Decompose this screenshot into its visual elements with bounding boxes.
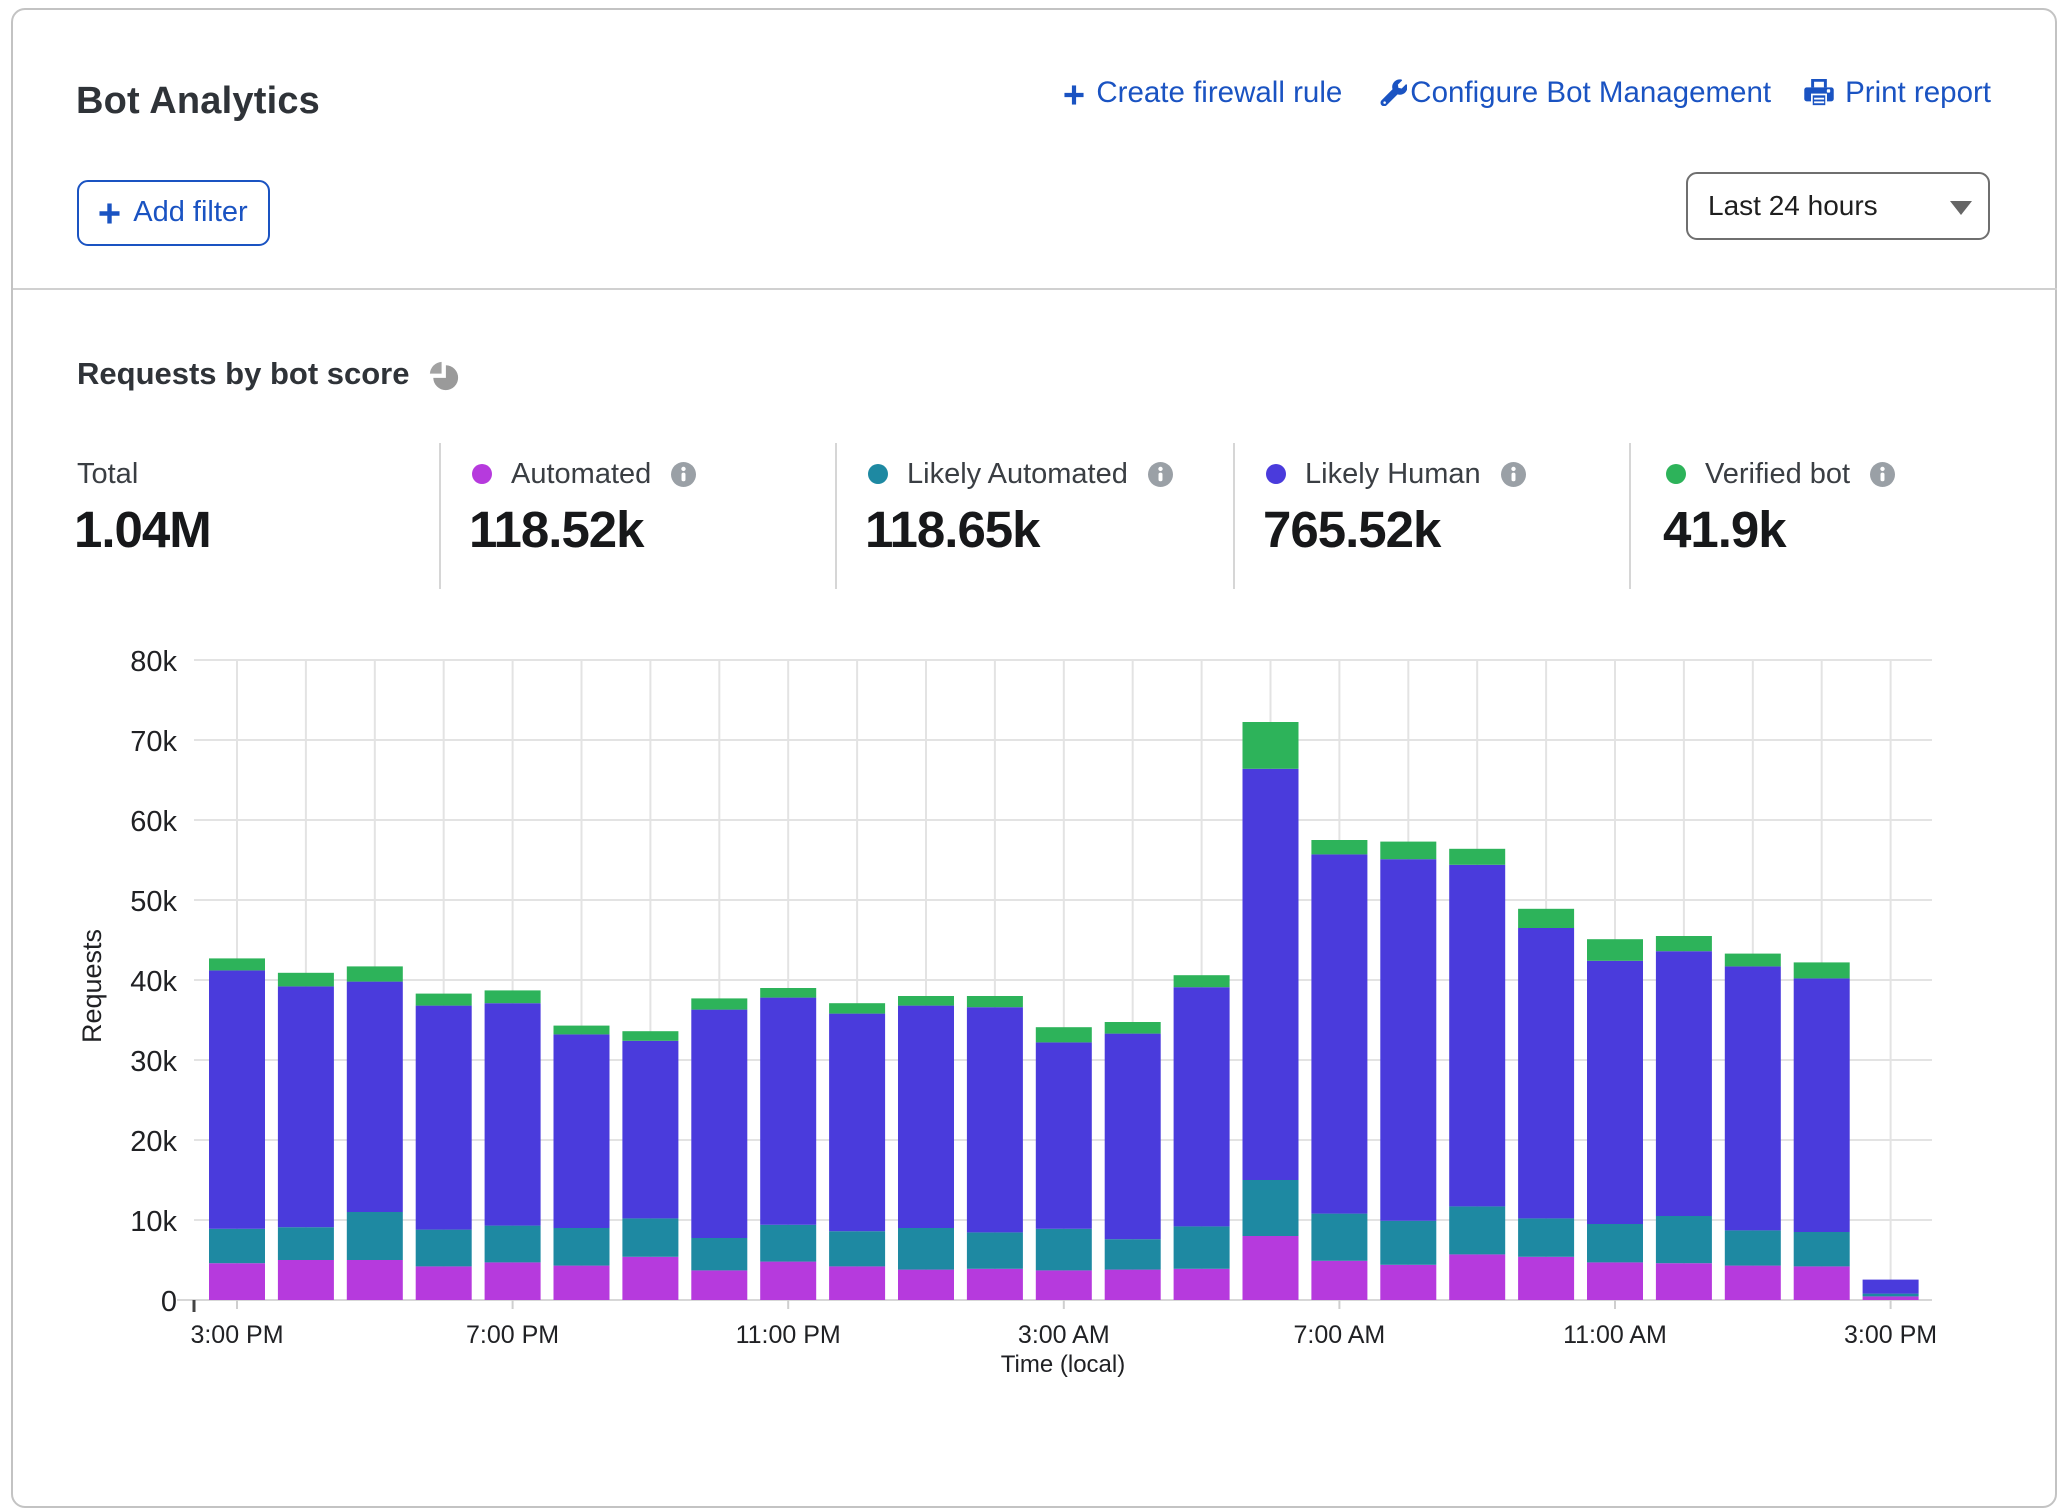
- svg-text:3:00 PM: 3:00 PM: [190, 1321, 283, 1349]
- svg-text:3:00 PM: 3:00 PM: [1844, 1321, 1937, 1349]
- svg-text:7:00 AM: 7:00 AM: [1294, 1321, 1386, 1349]
- svg-text:7:00 PM: 7:00 PM: [466, 1321, 559, 1349]
- svg-text:40k: 40k: [130, 966, 177, 998]
- svg-text:10k: 10k: [130, 1206, 177, 1238]
- svg-text:20k: 20k: [130, 1126, 177, 1158]
- svg-text:Requests: Requests: [77, 929, 107, 1043]
- svg-text:30k: 30k: [130, 1046, 177, 1078]
- svg-text:80k: 80k: [130, 646, 177, 678]
- svg-text:0: 0: [161, 1286, 177, 1318]
- svg-text:11:00 AM: 11:00 AM: [1563, 1321, 1667, 1349]
- svg-text:Time (local): Time (local): [1001, 1351, 1125, 1378]
- svg-text:60k: 60k: [130, 806, 177, 838]
- svg-text:70k: 70k: [130, 726, 177, 758]
- svg-text:11:00 PM: 11:00 PM: [736, 1321, 841, 1349]
- svg-text:50k: 50k: [130, 886, 177, 918]
- svg-text:3:00 AM: 3:00 AM: [1018, 1321, 1110, 1349]
